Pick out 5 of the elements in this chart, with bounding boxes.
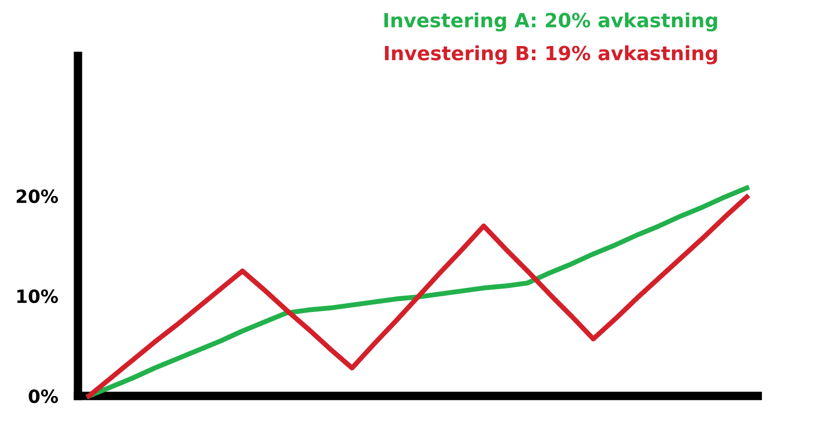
text: Investering B: 19% avkastning (384, 45, 717, 64)
text: Investering A: 20% avkastning (384, 12, 717, 32)
y-tick-label: 20% (16, 189, 58, 204)
y-tick-label: 10% (17, 289, 58, 304)
y-tick-label: 0% (28, 389, 58, 404)
